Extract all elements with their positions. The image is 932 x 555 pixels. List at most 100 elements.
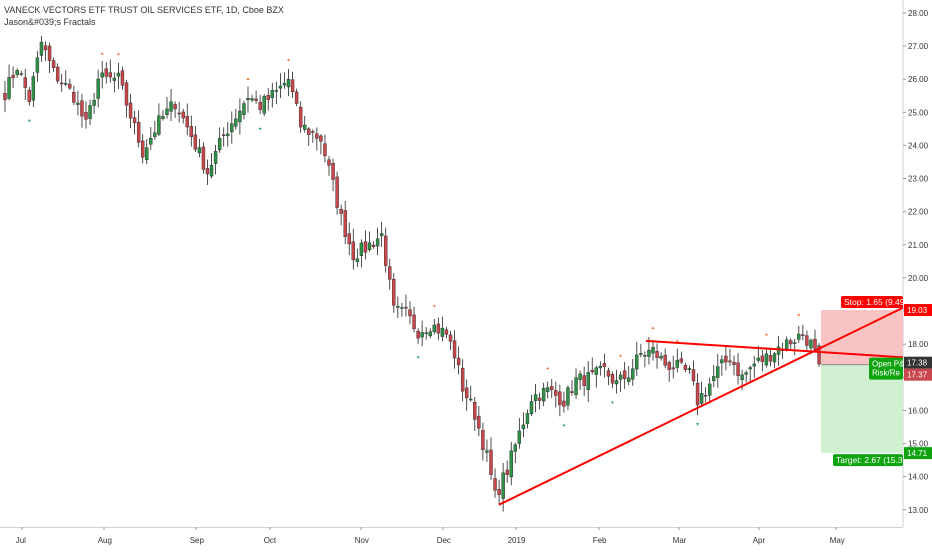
fractal-markers — [27, 52, 801, 427]
candle — [566, 385, 570, 411]
candle — [509, 441, 513, 486]
candle — [331, 158, 335, 192]
candle — [687, 365, 692, 374]
candle — [193, 126, 198, 152]
candle — [47, 42, 52, 73]
candle — [112, 72, 117, 93]
candle — [3, 80, 7, 113]
fractal-up-marker — [287, 58, 290, 61]
candle — [627, 365, 631, 386]
fractal-down-marker — [416, 356, 420, 359]
candle — [541, 382, 546, 407]
candle — [428, 328, 432, 339]
x-tick-label: May — [830, 536, 845, 545]
candle — [335, 171, 339, 215]
candle — [817, 342, 821, 367]
candle — [699, 381, 704, 408]
candle — [258, 94, 262, 114]
y-tick-label: 22.00 — [908, 208, 929, 217]
svg-text:Target: 2.67 (15.3: Target: 2.67 (15.3 — [836, 455, 903, 465]
candle — [789, 338, 793, 349]
candle — [477, 406, 481, 437]
candle — [724, 346, 728, 371]
y-tick-label: 21.00 — [908, 241, 929, 250]
candle — [481, 422, 485, 461]
fractal-up-marker — [675, 339, 679, 342]
candle — [254, 90, 258, 104]
candle — [169, 89, 173, 122]
x-tick-label: Feb — [593, 536, 607, 545]
candle — [570, 380, 574, 396]
fractal-up-marker — [116, 52, 120, 55]
entry-price-tag: 17.38 — [904, 356, 932, 369]
candle — [659, 352, 663, 361]
x-tick-label: Mar — [673, 536, 687, 545]
candle — [728, 348, 732, 366]
svg-text:17.38: 17.38 — [907, 359, 928, 368]
candle — [444, 326, 449, 339]
candle — [537, 392, 542, 410]
candle — [351, 228, 355, 270]
candle — [793, 338, 797, 356]
candle — [145, 139, 149, 165]
candles — [3, 35, 821, 512]
candle — [165, 96, 169, 119]
candle — [768, 349, 773, 367]
candle — [606, 367, 611, 386]
candle — [469, 385, 473, 402]
candle — [104, 62, 108, 84]
candle — [760, 350, 765, 372]
candle — [667, 360, 671, 382]
candle — [278, 73, 283, 99]
candle — [675, 348, 679, 373]
candle — [558, 384, 562, 417]
fractal-up-marker — [546, 366, 550, 370]
candle — [533, 383, 538, 413]
candle — [473, 397, 477, 431]
candle — [80, 94, 84, 128]
candle — [359, 239, 364, 268]
candle — [234, 108, 238, 130]
candle — [590, 357, 594, 375]
candle — [173, 101, 177, 118]
candle — [286, 69, 291, 97]
candle — [485, 439, 489, 462]
candle — [149, 127, 153, 150]
candle — [392, 273, 396, 313]
candle — [489, 437, 493, 480]
candle — [456, 346, 461, 375]
stop-label: Stop: 1.65 (9.49 — [841, 296, 905, 309]
fractal-up-marker — [764, 332, 768, 336]
candle — [513, 442, 517, 464]
candle — [679, 351, 684, 364]
candle — [100, 60, 104, 89]
candle — [691, 360, 696, 386]
candle — [339, 204, 343, 226]
candle — [797, 325, 801, 343]
candle — [554, 381, 558, 408]
candle — [582, 366, 586, 397]
candle — [801, 324, 805, 341]
candle — [748, 365, 752, 382]
candle — [809, 338, 813, 353]
candle — [521, 412, 526, 438]
candle — [116, 62, 121, 90]
candle — [440, 316, 445, 342]
chart-title: VANECK VECTORS ETF TRUST OIL SERVICES ET… — [4, 5, 284, 15]
candle — [76, 90, 80, 116]
candle — [177, 101, 181, 123]
candle — [140, 134, 145, 164]
svg-text:14.71: 14.71 — [907, 449, 928, 458]
candle — [96, 69, 100, 108]
candle — [371, 241, 376, 249]
x-tick-label: 2019 — [508, 536, 526, 545]
indicator-label[interactable]: Jason&#039;s Fractals — [4, 17, 96, 27]
candle — [307, 127, 311, 146]
y-tick-label: 16.00 — [908, 406, 929, 415]
candle — [64, 70, 68, 87]
resistance-trendline — [645, 339, 904, 359]
candle — [703, 387, 708, 403]
candle — [651, 340, 655, 361]
